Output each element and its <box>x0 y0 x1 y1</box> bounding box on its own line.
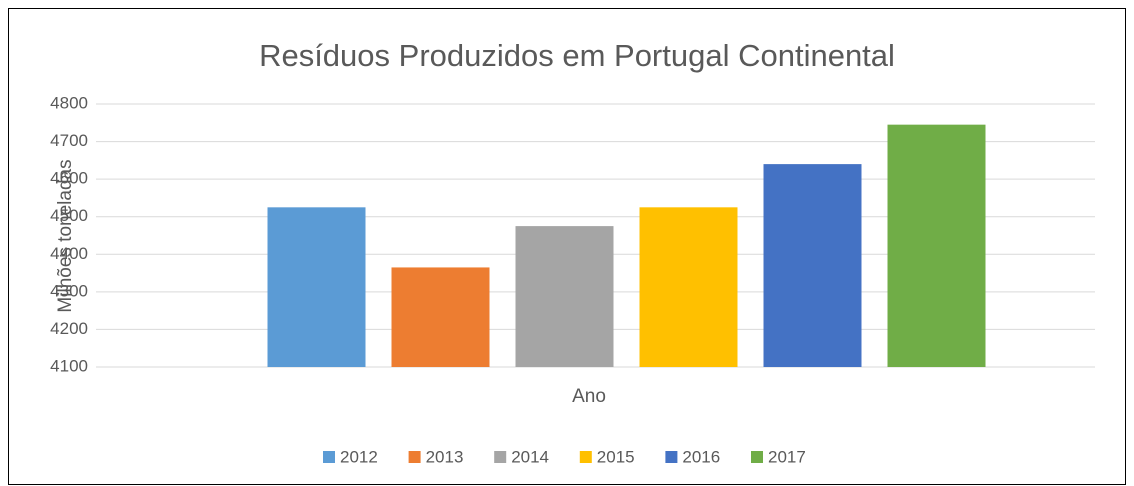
bar <box>763 164 862 367</box>
y-tick-label: 4200 <box>50 319 88 338</box>
legend-label: 2013 <box>426 447 464 466</box>
bar <box>391 267 490 367</box>
legend-label: 2015 <box>597 447 635 466</box>
y-tick-label: 4500 <box>50 206 88 225</box>
y-axis-label: Milhões toneladas <box>55 159 76 312</box>
legend-label: 2012 <box>340 447 378 466</box>
y-tick-label: 4400 <box>50 244 88 263</box>
bar <box>515 226 614 367</box>
legend-label: 2014 <box>511 447 549 466</box>
bar <box>267 207 366 367</box>
legend-swatch <box>323 451 335 463</box>
y-tick-label: 4800 <box>50 93 88 112</box>
legend-swatch <box>494 451 507 463</box>
y-tick-label: 4300 <box>50 281 88 300</box>
legend-label: 2017 <box>768 447 806 466</box>
y-tick-label: 4600 <box>50 169 88 188</box>
chart-title: Resíduos Produzidos em Portugal Continen… <box>259 38 895 73</box>
legend-swatch <box>665 451 678 463</box>
legend-swatch <box>751 451 763 463</box>
legend-swatch <box>408 451 421 463</box>
bar <box>887 124 986 368</box>
legend-label: 2016 <box>682 447 720 466</box>
x-axis-label: Ano <box>572 386 606 407</box>
legend-swatch <box>579 451 592 463</box>
y-tick-label: 4700 <box>50 131 88 150</box>
y-tick-label: 4100 <box>50 356 88 375</box>
bar <box>639 207 738 367</box>
